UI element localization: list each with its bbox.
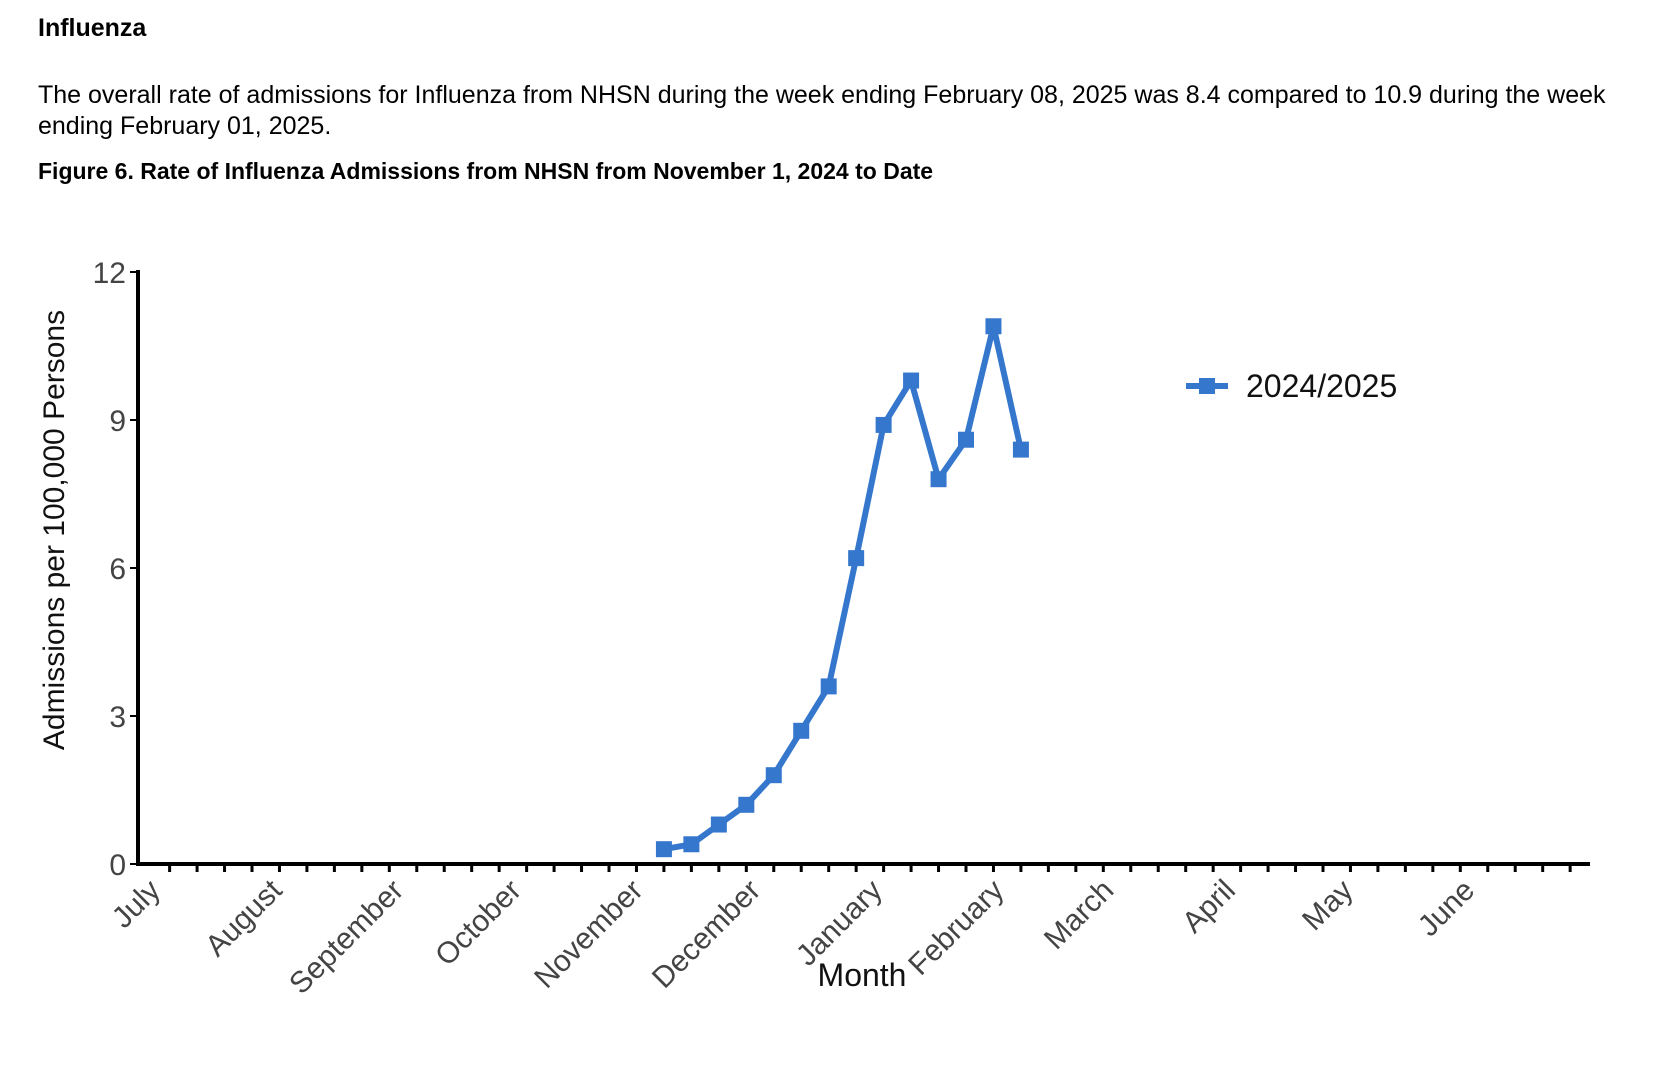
data-point	[875, 416, 892, 433]
data-point	[985, 318, 1002, 335]
data-point	[655, 841, 672, 858]
x-tick-label: July	[106, 874, 167, 935]
x-tick-label: April	[1176, 874, 1242, 940]
data-point	[903, 372, 920, 389]
x-tick-label: March	[1038, 874, 1120, 956]
section-heading: Influenza	[38, 14, 147, 42]
legend-marker-swatch	[1199, 378, 1215, 394]
axes	[136, 270, 1590, 866]
x-tick-label: September	[283, 874, 410, 1001]
data-point	[793, 722, 810, 739]
y-tick-label: 0	[109, 849, 126, 882]
data-point	[710, 816, 727, 833]
line-chart: Admissions per 100,000 Persons Month 0 3 6…	[38, 257, 1590, 1001]
series-layer	[655, 318, 1029, 858]
x-axis-title: Month	[818, 957, 907, 993]
x-tick-label: November	[528, 874, 649, 995]
data-point	[1012, 441, 1029, 458]
y-tick-label: 9	[109, 405, 126, 438]
x-tick-label: May	[1296, 874, 1359, 937]
data-point	[848, 550, 865, 567]
x-tick-label: August	[199, 873, 289, 963]
y-tick-label: 3	[109, 701, 126, 734]
y-tick-label: 6	[109, 553, 126, 586]
x-tick-label: December	[646, 874, 767, 995]
series-line	[663, 323, 1024, 853]
x-tick-label: February	[902, 874, 1010, 982]
data-point	[765, 767, 782, 784]
data-point	[683, 836, 700, 853]
data-point	[820, 678, 837, 695]
y-tick-label: 12	[93, 257, 126, 290]
y-ticks: 0 3 6 9 12	[93, 257, 138, 882]
legend: 2024/2025	[1186, 368, 1397, 404]
figure-title: Figure 6. Rate of Influenza Admissions f…	[38, 158, 934, 184]
x-tick-label: October	[429, 874, 528, 973]
legend-label: 2024/2025	[1246, 368, 1397, 404]
summary-paragraph: The overall rate of admissions for Influ…	[38, 81, 1606, 140]
x-tick-label: June	[1412, 874, 1481, 943]
data-point	[930, 471, 947, 488]
data-point	[958, 431, 974, 448]
y-axis-title: Admissions per 100,000 Persons	[38, 310, 71, 750]
data-point	[738, 796, 755, 813]
